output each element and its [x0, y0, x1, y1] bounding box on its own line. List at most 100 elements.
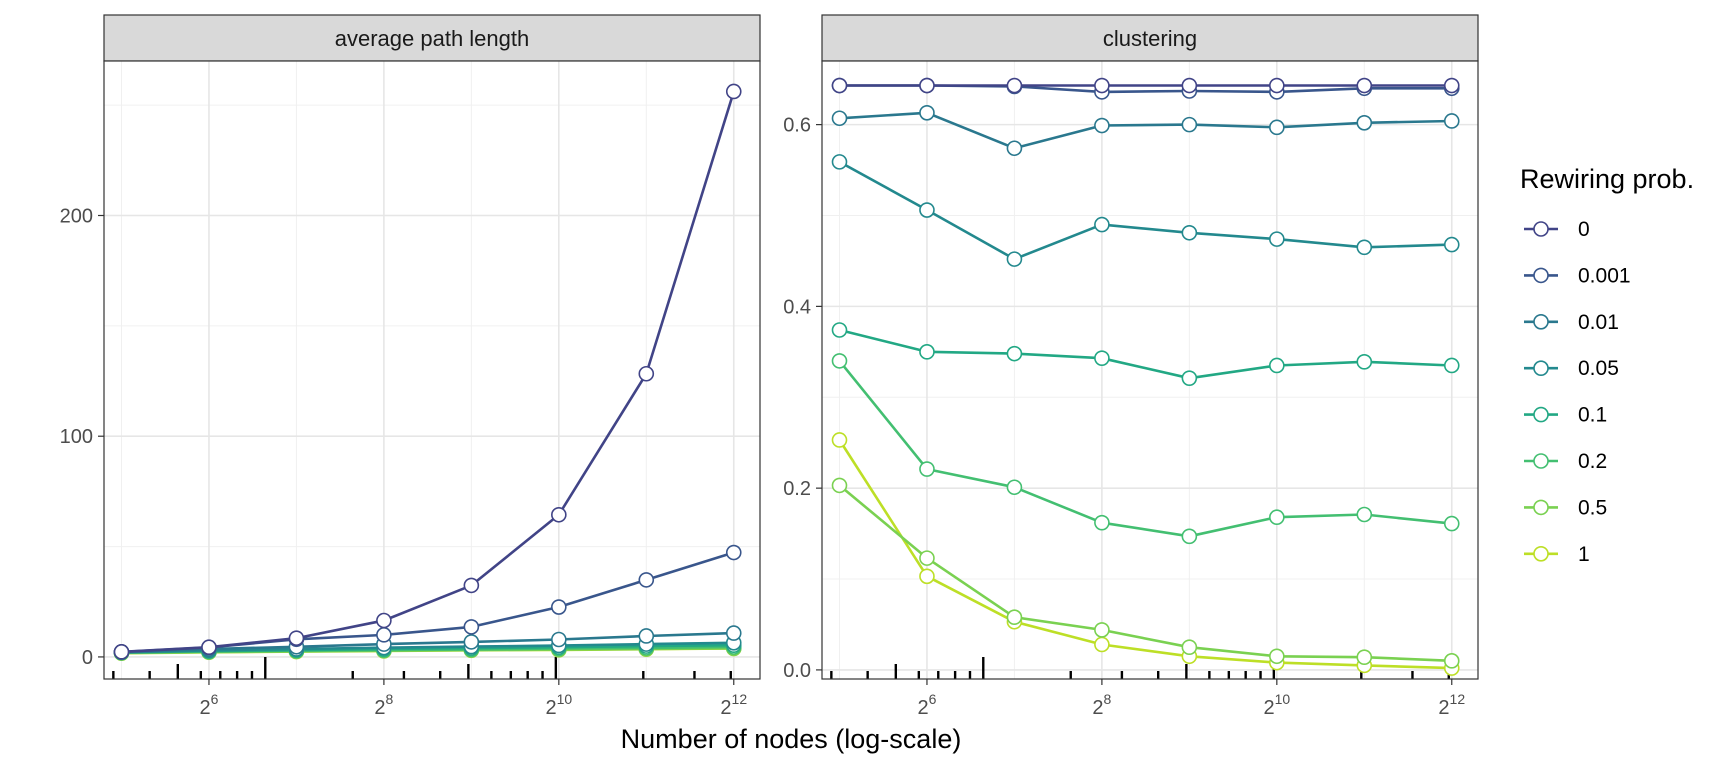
- data-point-0-01: [725, 625, 742, 641]
- x-tick-label: 28: [1092, 691, 1111, 719]
- y-tick-label: 0: [82, 647, 93, 669]
- legend-key-point: [1533, 499, 1549, 516]
- series-line-1: [838, 439, 1452, 670]
- data-point-0-05: [1181, 224, 1198, 241]
- data-point-0-1: [1443, 357, 1460, 374]
- facet-strip: [821, 14, 1479, 62]
- data-point-0-01: [1006, 140, 1023, 157]
- data-point-0-05: [1443, 236, 1460, 253]
- data-point-0-2: [831, 353, 848, 369]
- legend-key-point: [1533, 221, 1549, 237]
- legend-label: 0.01: [1578, 311, 1619, 334]
- legend: Rewiring prob. 0 0.001 0.01 0.05 0.1 0.2 0.5 1: [1520, 164, 1694, 566]
- data-point-0: [638, 365, 655, 382]
- data-point-0-01: [638, 628, 655, 644]
- series-line-0-05: [121, 641, 734, 654]
- data-point-0-01: [1356, 115, 1373, 131]
- data-point-0-05: [919, 202, 935, 218]
- panel-border: [103, 60, 761, 680]
- data-point-0: [463, 577, 480, 594]
- x-tick-label: 210: [545, 691, 572, 719]
- data-point-1: [831, 432, 848, 448]
- facet-strip: [103, 14, 761, 62]
- data-point-0-01: [1181, 116, 1198, 133]
- data-point-0: [1269, 77, 1285, 94]
- x-tick-label: 26: [199, 691, 218, 719]
- y-tick-label: 0.6: [783, 115, 811, 137]
- data-point-0-2: [1006, 479, 1023, 496]
- series-line-0-2: [838, 360, 1452, 538]
- series-line-0-1: [839, 328, 1452, 380]
- x-tick-label: 28: [374, 691, 393, 719]
- facet-strip-label: average path length: [335, 26, 530, 51]
- data-point-0-5: [1094, 622, 1110, 638]
- data-point-0-5: [831, 477, 848, 494]
- series-line-0-5: [838, 484, 1452, 663]
- data-point-0-2: [1094, 514, 1110, 531]
- x-axis-title: Number of nodes (log-scale): [621, 724, 962, 754]
- data-point-0: [201, 639, 217, 656]
- data-point-0-01: [1443, 113, 1460, 129]
- data-point-0: [1006, 77, 1023, 94]
- data-point-0-5: [1443, 653, 1460, 669]
- data-point-0-01: [1094, 117, 1110, 134]
- data-point-0-001: [463, 619, 480, 635]
- data-point-0-05: [1269, 231, 1285, 247]
- legend-key-point: [1533, 453, 1549, 469]
- data-point-0-5: [1269, 648, 1285, 665]
- panel-clustering: clustering 0.0 0.2 0.4 0.6 26 28 210 212: [783, 14, 1479, 719]
- data-point-0: [919, 77, 935, 94]
- facet-strip-label: clustering: [1103, 26, 1197, 51]
- data-point-0: [1356, 77, 1373, 94]
- data-point-0: [831, 77, 848, 94]
- y-tick-label: 0.0: [783, 660, 811, 682]
- panel-average-path-length: average path length 0 100 200 26 28 210 212: [60, 14, 761, 719]
- legend-label: 0.2: [1578, 450, 1607, 473]
- data-point-0-2: [1269, 509, 1285, 526]
- legend-label: 0.05: [1578, 357, 1619, 380]
- data-point-0-01: [551, 631, 567, 648]
- data-point-0-01: [1269, 119, 1285, 136]
- series-line-0: [121, 91, 736, 654]
- legend-key-point: [1533, 406, 1549, 423]
- legend-label: 0.001: [1578, 264, 1631, 287]
- data-point-0-5: [1356, 649, 1373, 665]
- data-point-0: [1443, 77, 1460, 94]
- legend-label: 1: [1578, 543, 1590, 566]
- panel-border: [821, 60, 1479, 680]
- data-point-0-01: [919, 105, 935, 121]
- data-point-0: [376, 612, 392, 629]
- data-point-0-001: [551, 599, 567, 615]
- data-point-0: [1181, 77, 1198, 94]
- data-point-0-05: [831, 154, 848, 170]
- data-point-0-05: [1006, 251, 1023, 267]
- legend-title: Rewiring prob.: [1520, 164, 1694, 194]
- y-tick-label: 0.4: [783, 296, 811, 318]
- legend-key-point: [1533, 545, 1549, 562]
- x-tick-label: 212: [720, 691, 747, 719]
- data-point-0-1: [1094, 350, 1110, 366]
- data-point-0-1: [1006, 345, 1023, 362]
- y-tick-label: 200: [60, 206, 93, 228]
- x-tick-label: 212: [1438, 691, 1465, 719]
- panel-background: [104, 61, 760, 679]
- y-tick-label: 100: [60, 426, 93, 448]
- data-point-0-1: [831, 322, 848, 338]
- data-point-0-2: [1356, 506, 1373, 523]
- data-point-0: [113, 644, 130, 660]
- series-line-0-05: [838, 160, 1452, 261]
- data-point-1: [1094, 636, 1110, 653]
- y-tick-label: 0.2: [783, 478, 811, 500]
- data-point-0: [1094, 77, 1110, 94]
- data-point-0-01: [831, 110, 848, 127]
- data-point-0-1: [1356, 354, 1373, 370]
- data-point-0-5: [919, 550, 935, 566]
- data-point-0-2: [1443, 515, 1460, 532]
- data-point-0-2: [1181, 528, 1198, 545]
- series-line-0-01: [839, 111, 1452, 150]
- data-point-1: [919, 568, 935, 585]
- legend-label: 0: [1578, 218, 1590, 241]
- data-point-0: [288, 630, 305, 646]
- data-point-0-1: [1269, 357, 1285, 374]
